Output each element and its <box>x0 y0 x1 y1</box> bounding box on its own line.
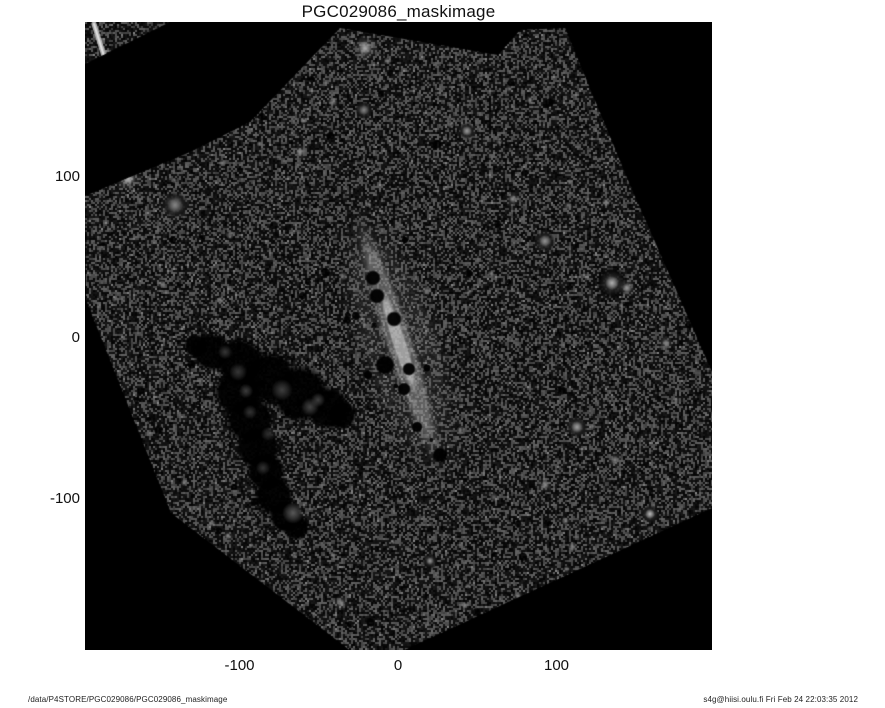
image-plot <box>85 22 712 650</box>
x-tick-label: 0 <box>393 657 403 674</box>
x-tick-label: -100 <box>224 657 255 674</box>
y-tick-label: 0 <box>71 329 80 346</box>
mask-image-canvas <box>85 22 712 650</box>
y-tick-label: -100 <box>49 490 80 507</box>
y-tick-label: 100 <box>54 168 80 185</box>
plot-title: PGC029086_maskimage <box>301 2 496 21</box>
x-tick-label: 100 <box>543 657 570 674</box>
footer-signature: s4g@hiisi.oulu.fi Fri Feb 24 22:03:35 20… <box>703 695 858 704</box>
footer-file-path: /data/P4STORE/PGC029086/PGC029086_maskim… <box>28 695 228 704</box>
